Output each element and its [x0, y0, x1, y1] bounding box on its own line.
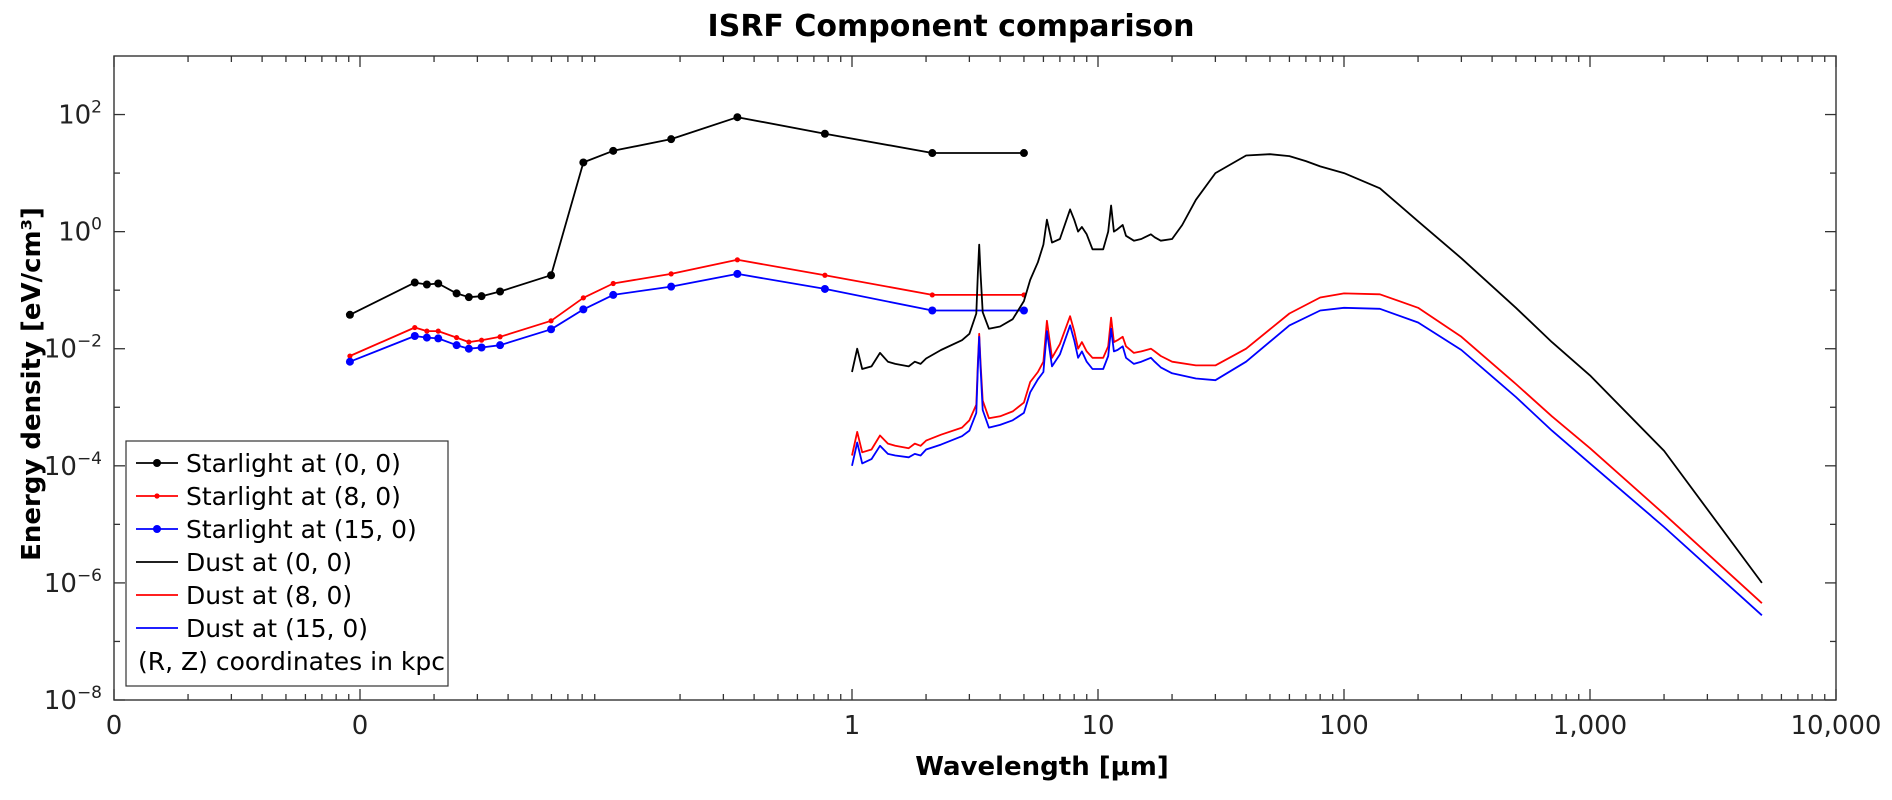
y-tick-label: 10−2 — [44, 332, 102, 365]
legend-label: Dust at (0, 0) — [186, 548, 352, 577]
data-point — [422, 333, 431, 342]
data-point — [496, 287, 505, 296]
data-point — [1019, 149, 1028, 158]
data-point — [477, 343, 486, 352]
y-tick-label: 10−8 — [44, 683, 102, 716]
data-point — [547, 325, 556, 334]
legend-marker — [154, 493, 160, 499]
y-tick-label: 10−4 — [44, 449, 102, 482]
y-tick-label: 102 — [58, 98, 102, 131]
data-point — [452, 289, 461, 298]
x-tick-label: 0 — [106, 711, 123, 741]
legend-label: Starlight at (8, 0) — [186, 482, 401, 511]
x-tick-label: 100 — [1319, 711, 1369, 741]
series-line — [851, 153, 1763, 584]
legend-marker — [153, 459, 161, 467]
data-point — [452, 341, 461, 350]
chart-title: ISRF Component comparison — [708, 9, 1195, 44]
data-point — [477, 292, 486, 301]
data-point — [547, 271, 556, 280]
x-tick-label: 1,000 — [1553, 711, 1627, 741]
data-point — [422, 280, 431, 289]
data-point — [822, 272, 828, 278]
plot-frame — [113, 55, 1837, 701]
data-point — [1019, 306, 1028, 315]
y-tick-label: 100 — [58, 215, 102, 248]
data-point — [820, 129, 829, 138]
series-5 — [851, 292, 1763, 604]
data-point — [668, 271, 674, 277]
data-point — [478, 337, 485, 343]
series-line — [349, 258, 1024, 357]
data-point — [410, 278, 419, 287]
data-point — [454, 334, 460, 341]
data-point — [345, 310, 354, 319]
data-point — [734, 257, 740, 263]
plot-area — [345, 113, 1763, 616]
series-3 — [345, 269, 1028, 366]
x-tick-label: 1 — [844, 711, 861, 741]
x-tick-label: 10 — [1081, 711, 1114, 741]
data-point — [929, 292, 935, 298]
data-point — [928, 149, 937, 158]
data-point — [410, 331, 419, 340]
legend-label: Dust at (15, 0) — [186, 614, 368, 643]
series-2 — [347, 257, 1027, 359]
data-point — [733, 269, 742, 278]
series-4 — [851, 153, 1763, 584]
legend: Starlight at (0, 0) Starlight at (8, 0) St… — [125, 440, 449, 687]
legend-note: (R, Z) coordinates in kpc — [138, 647, 445, 676]
data-point — [347, 353, 353, 359]
series-line — [851, 306, 1763, 616]
data-point — [609, 290, 618, 299]
x-tick-label: 0 — [352, 711, 369, 741]
data-point — [579, 158, 588, 167]
data-point — [434, 279, 443, 288]
data-point — [497, 334, 503, 340]
data-point — [928, 306, 937, 315]
data-point — [610, 280, 616, 287]
data-point — [435, 328, 441, 334]
legend-box — [125, 440, 449, 687]
data-point — [609, 146, 618, 155]
data-point — [464, 344, 473, 353]
data-point — [466, 339, 472, 345]
data-point — [733, 113, 742, 122]
series-6 — [851, 306, 1763, 616]
axis-ticks: 10−8 10−6 10−4 10−2 100 102 0 0 1 10 100 1,000 10,00… — [44, 56, 1882, 741]
data-point — [667, 135, 676, 144]
data-point — [464, 293, 473, 302]
legend-label: Starlight at (0, 0) — [186, 449, 401, 478]
y-tick-label: 10−6 — [44, 566, 102, 599]
series-1 — [345, 113, 1028, 319]
series-line — [349, 116, 1024, 316]
data-point — [580, 295, 586, 301]
data-point — [579, 305, 588, 314]
series-line — [851, 292, 1763, 604]
data-point — [424, 328, 430, 334]
data-point — [496, 341, 505, 350]
y-axis-label: Energy density [eV/cm³] — [17, 207, 47, 561]
x-tick-label: 10,000 — [1791, 711, 1882, 741]
data-point — [345, 357, 354, 366]
data-point — [412, 324, 418, 331]
legend-label: Starlight at (15, 0) — [186, 515, 417, 544]
legend-marker — [153, 525, 161, 533]
series-line — [349, 272, 1024, 363]
data-point — [667, 282, 676, 291]
data-point — [434, 334, 443, 343]
x-axis-label: Wavelength [μm] — [915, 752, 1169, 782]
data-point — [548, 318, 554, 324]
legend-label: Dust at (8, 0) — [186, 581, 352, 610]
data-point — [820, 284, 829, 293]
